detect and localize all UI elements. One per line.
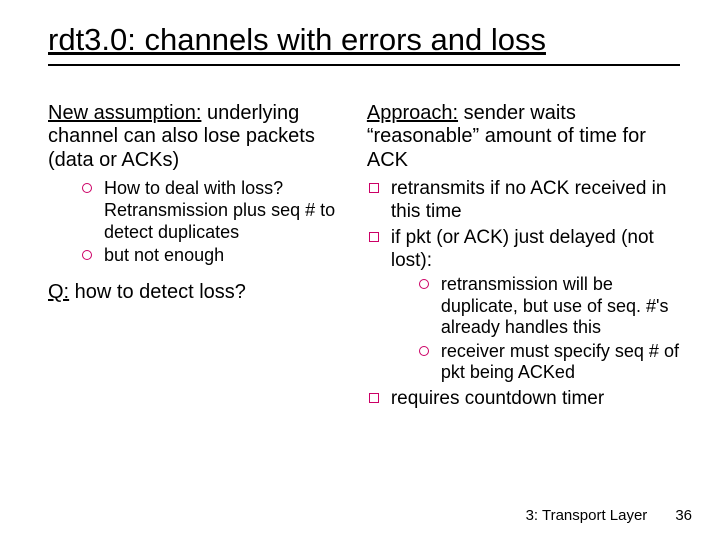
title-divider [48, 64, 680, 66]
approach-bullets: retransmits if no ACK received in this t… [367, 178, 680, 410]
list-item: retransmits if no ACK received in this t… [367, 178, 680, 223]
bullet-text: retransmits if no ACK received in this t… [391, 178, 667, 221]
right-column: Approach: sender waits “reasonable” amou… [367, 102, 680, 415]
page-number: 36 [675, 507, 692, 524]
assumption-sublist: How to deal with loss? Retransmission pl… [82, 178, 349, 266]
list-item: retransmission will be duplicate, but us… [419, 274, 680, 339]
assumption-label: New assumption: [48, 102, 201, 124]
left-column: New assumption: underlying channel can a… [48, 102, 349, 415]
list-item: receiver must specify seq # of pkt being… [419, 341, 680, 384]
list-item: but not enough [82, 245, 349, 267]
content-columns: New assumption: underlying channel can a… [48, 102, 680, 415]
slide-footer: 3: Transport Layer 36 [526, 507, 692, 524]
question-body: how to detect loss? [69, 281, 246, 303]
question-label: Q: [48, 281, 69, 303]
list-item: How to deal with loss? Retransmission pl… [82, 178, 349, 243]
bullet-text: if pkt (or ACK) just delayed (not lost): [391, 227, 654, 270]
footer-section: 3: Transport Layer [526, 507, 648, 524]
assumption-paragraph: New assumption: underlying channel can a… [48, 102, 349, 173]
slide-title: rdt3.0: channels with errors and loss [48, 22, 680, 58]
slide: rdt3.0: channels with errors and loss Ne… [0, 0, 720, 540]
approach-sublist: retransmission will be duplicate, but us… [419, 274, 680, 384]
question-paragraph: Q: how to detect loss? [48, 281, 349, 305]
approach-paragraph: Approach: sender waits “reasonable” amou… [367, 102, 680, 173]
list-item: if pkt (or ACK) just delayed (not lost):… [367, 227, 680, 384]
approach-label: Approach: [367, 102, 458, 124]
bullet-text: requires countdown timer [391, 388, 604, 409]
list-item: requires countdown timer [367, 388, 680, 410]
